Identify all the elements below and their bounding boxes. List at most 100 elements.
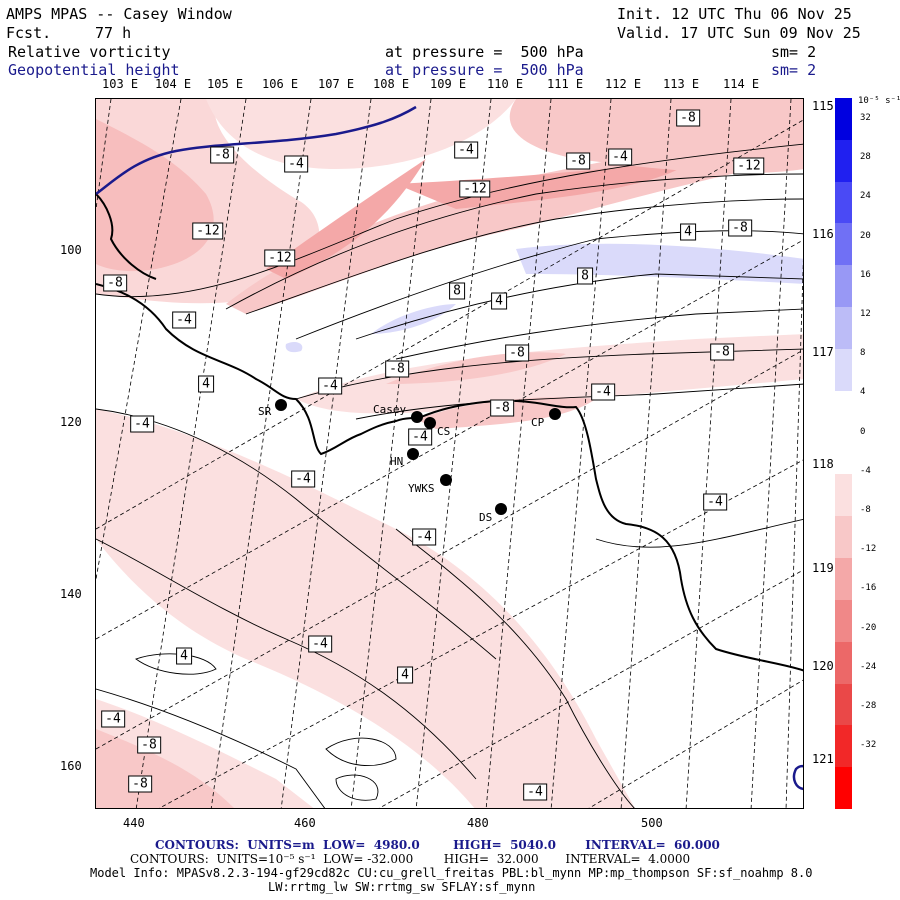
- contour-label: 4: [491, 292, 507, 310]
- field2-smoothing: sm= 2: [771, 61, 817, 79]
- footer-physics-info: LW:rrtmg_lw SW:rrtmg_sw SFLAY:sf_mynn: [268, 880, 536, 894]
- legend-swatch: [835, 181, 852, 224]
- legend-value-label: 20: [860, 230, 871, 241]
- legend-value-label: 32: [860, 113, 871, 123]
- top-lon-label: 110 E: [487, 77, 524, 91]
- legend-value-label: -24: [860, 661, 877, 672]
- contour-label: -4: [318, 377, 342, 395]
- station-label: CS: [437, 425, 451, 438]
- contour-label: -4: [454, 141, 478, 159]
- contour-label: -8: [128, 775, 152, 793]
- legend-value-label: 4: [860, 387, 866, 398]
- footer-contours-vorticity: CONTOURS: UNITS=10⁻⁵ s⁻¹ LOW= -32.000 HI…: [130, 852, 691, 866]
- footer-model-info: Model Info: MPASv8.2.3-194-gf29cd82c CU:…: [90, 866, 813, 880]
- top-lon-label: 109 E: [430, 77, 467, 91]
- legend-swatch: [835, 725, 852, 768]
- legend-swatch: [835, 223, 852, 266]
- legend-value-label: -8: [860, 505, 871, 515]
- vorticity-shading: [96, 99, 803, 808]
- contour-label: -8: [210, 146, 234, 164]
- coastline: [96, 283, 803, 672]
- contour-label: -12: [264, 249, 296, 267]
- blue-patch-small: [285, 341, 303, 353]
- station-marker: [549, 408, 561, 420]
- legend-swatch: [835, 516, 852, 559]
- station-label: DS: [479, 511, 493, 524]
- station-label: YWKS: [408, 482, 435, 495]
- legend-swatch: [835, 307, 852, 350]
- top-lon-label: 113 E: [663, 77, 700, 91]
- contour-label: -4: [608, 148, 632, 166]
- legend-value-label: 28: [860, 152, 871, 163]
- y-tick-label: 100: [60, 243, 82, 257]
- shade-band-diag1-dark: [266, 159, 426, 279]
- contour-label: 8: [449, 282, 465, 300]
- legend-swatch: [835, 390, 852, 434]
- top-lon-label: 104 E: [155, 77, 192, 91]
- shade-band-nw-light: [96, 99, 320, 304]
- contour-label: -4: [284, 155, 308, 173]
- legend-value-label: -20: [860, 622, 877, 633]
- legend-swatch: [835, 599, 852, 643]
- contour-label: 4: [176, 647, 192, 665]
- shade-band-mid: [296, 334, 803, 414]
- contour-label: -8: [728, 219, 752, 237]
- contour-label: -12: [192, 222, 224, 240]
- contour-label: -4: [591, 383, 615, 401]
- geopotential-contour-se: [792, 764, 803, 790]
- x-tick-label: 460: [294, 816, 316, 830]
- contour-label: 4: [680, 223, 696, 241]
- y-tick-label: 140: [60, 587, 82, 601]
- station-label: CP: [531, 416, 545, 429]
- contour-label: -8: [566, 152, 590, 170]
- contour-label: -8: [490, 399, 514, 417]
- y-tick-label: 120: [60, 415, 82, 429]
- footer-contours-height: CONTOURS: UNITS=m LOW= 4980.0 HIGH= 5040…: [155, 838, 720, 852]
- contour-label: 4: [397, 666, 413, 684]
- station-marker: [495, 503, 507, 515]
- contour-label: 8: [577, 267, 593, 285]
- top-lon-label: 108 E: [373, 77, 410, 91]
- top-lon-label: 107 E: [318, 77, 355, 91]
- station-label: SR: [258, 405, 272, 418]
- legend-unit: 10⁻⁵ s⁻¹: [858, 96, 900, 106]
- contour-label: -8: [505, 344, 529, 362]
- legend-swatch: [835, 265, 852, 308]
- map-svg: [96, 99, 803, 808]
- contour-label: -4: [172, 311, 196, 329]
- station-marker: [411, 411, 423, 423]
- contour-label: -8: [385, 360, 409, 378]
- station-label: HN: [390, 455, 404, 468]
- legend-value-label: -32: [860, 740, 877, 751]
- map-panel: [95, 98, 804, 809]
- color-legend-bar: [835, 98, 852, 810]
- top-lon-label: 103 E: [102, 77, 139, 91]
- legend-value-label: 24: [860, 191, 871, 202]
- field2-level: at pressure = 500 hPa: [385, 61, 584, 79]
- legend-swatch: [835, 683, 852, 726]
- coastline-nw: [96, 193, 157, 280]
- contour-label: -12: [459, 180, 491, 198]
- station-label: Casey: [373, 403, 407, 416]
- field1-level: at pressure = 500 hPa: [385, 43, 584, 61]
- station-marker: [424, 417, 436, 429]
- contour-label: -4: [523, 783, 547, 801]
- blue-patch-center: [371, 304, 456, 334]
- contour-label: -4: [101, 710, 125, 728]
- contour-label: -4: [408, 428, 432, 446]
- top-lon-label: 112 E: [605, 77, 642, 91]
- contour-label: -4: [703, 493, 727, 511]
- valid-time: Valid. 17 UTC Sun 09 Nov 25: [617, 24, 861, 42]
- lat-lon-grid: [96, 99, 803, 808]
- top-lon-label: 106 E: [262, 77, 299, 91]
- forecast-value: 77 h: [95, 24, 132, 42]
- legend-swatch: [835, 767, 852, 810]
- legend-swatch: [835, 139, 852, 183]
- contour-label: 4: [198, 375, 214, 393]
- plot-title: AMPS MPAS -- Casey Window: [6, 5, 232, 23]
- legend-value-label: -28: [860, 701, 877, 711]
- contour-label: -4: [412, 528, 436, 546]
- legend-swatch: [835, 558, 852, 601]
- x-tick-label: 500: [641, 816, 663, 830]
- forecast-label: Fcst.: [6, 24, 52, 42]
